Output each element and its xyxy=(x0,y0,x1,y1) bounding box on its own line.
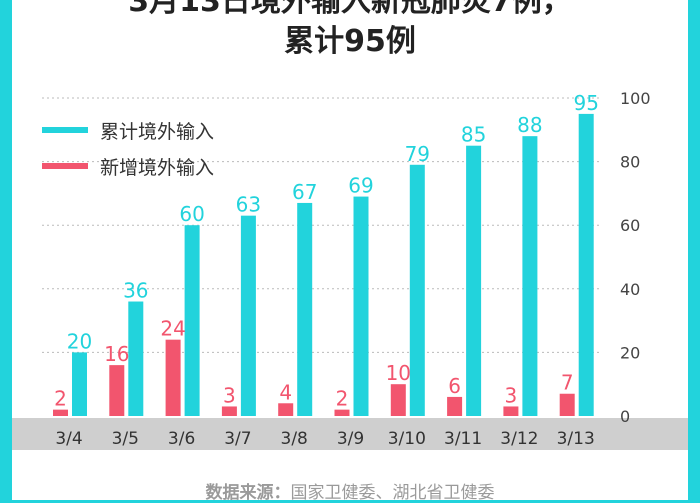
bar-cumulative xyxy=(353,196,369,416)
footer-source-text: 国家卫健委、湖北省卫健委 xyxy=(290,483,495,503)
data-label-cumulative: 95 xyxy=(573,91,598,115)
legend-item-new: 新增境外输入 xyxy=(42,148,214,184)
legend-swatch-cumulative xyxy=(42,127,88,133)
chart-title-line1: 3月13日境外输入新冠肺炎7例， xyxy=(128,0,572,19)
x-tick-label: 3/10 xyxy=(388,429,426,449)
data-label-new: 24 xyxy=(160,317,185,341)
data-label-cumulative: 79 xyxy=(405,142,430,166)
bar-new xyxy=(221,406,237,416)
x-tick-label: 3/4 xyxy=(55,429,82,449)
data-label-new: 3 xyxy=(505,383,518,407)
bar-new xyxy=(53,409,68,416)
y-tick-label: 100 xyxy=(620,89,651,108)
footer-label: 数据来源： xyxy=(205,483,291,503)
data-label-new: 7 xyxy=(561,371,574,395)
bar-cumulative xyxy=(522,136,538,416)
x-tick-label: 3/5 xyxy=(112,429,139,449)
x-tick-label: 3/11 xyxy=(444,429,482,449)
bar-new xyxy=(559,393,575,416)
data-label-cumulative: 88 xyxy=(517,113,542,137)
data-label-cumulative: 60 xyxy=(179,202,204,226)
legend: 累计境外输入 新增境外输入 xyxy=(42,112,214,184)
data-label-cumulative: 20 xyxy=(67,329,92,353)
data-label-new: 2 xyxy=(336,387,349,411)
legend-label-cumulative: 累计境外输入 xyxy=(100,120,215,143)
data-label-new: 10 xyxy=(386,361,411,385)
legend-swatch-new xyxy=(42,163,88,169)
x-axis-band xyxy=(12,418,688,450)
bar-cumulative xyxy=(72,352,87,416)
x-tick-label: 3/13 xyxy=(557,429,595,449)
bar-new xyxy=(334,409,350,416)
data-label-new: 6 xyxy=(448,374,461,398)
data-label-new: 4 xyxy=(279,380,292,404)
x-tick-label: 3/6 xyxy=(168,429,195,449)
chart-frame: 3月13日境外输入新冠肺炎7例， 累计95例 0 20 40 60 80 100 2 20 3/… xyxy=(12,0,688,503)
y-tick-label: 60 xyxy=(620,216,640,235)
x-tick-label: 3/7 xyxy=(224,429,251,449)
data-label-cumulative: 63 xyxy=(236,193,261,217)
bar-chart: 0204060801002203/416363/524603/63633/746… xyxy=(42,89,651,449)
bar-cumulative xyxy=(240,215,256,416)
bar-cumulative xyxy=(409,164,425,416)
bar-cumulative xyxy=(297,202,313,416)
legend-item-cumulative: 累计境外输入 xyxy=(42,112,214,148)
bar-new xyxy=(390,384,406,416)
legend-label-new: 新增境外输入 xyxy=(100,156,215,179)
x-tick-label: 3/9 xyxy=(337,429,364,449)
bar-new xyxy=(447,396,463,416)
data-label-cumulative: 85 xyxy=(461,123,486,147)
y-tick-label: 40 xyxy=(620,280,640,299)
data-label-new: 3 xyxy=(223,383,236,407)
y-tick-label: 80 xyxy=(620,153,640,172)
footer-source: 数据来源：国家卫健委、湖北省卫健委 xyxy=(12,478,688,503)
bar-new xyxy=(503,406,519,416)
y-tick-label: 0 xyxy=(620,407,630,426)
bar-new xyxy=(109,365,125,416)
bar-new xyxy=(165,339,181,416)
bar-cumulative xyxy=(466,145,482,416)
bar-new xyxy=(278,403,294,416)
data-label-new: 2 xyxy=(54,387,67,411)
bar-cumulative xyxy=(184,225,200,416)
bar-cumulative xyxy=(128,301,144,416)
x-tick-label: 3/12 xyxy=(500,429,538,449)
data-label-cumulative: 69 xyxy=(348,174,373,198)
chart-title-line2: 累计95例 xyxy=(284,24,416,59)
x-tick-label: 3/8 xyxy=(281,429,308,449)
bar-cumulative xyxy=(578,113,594,417)
y-tick-label: 20 xyxy=(620,343,640,362)
data-label-cumulative: 36 xyxy=(123,279,148,303)
data-label-new: 16 xyxy=(104,342,129,366)
data-label-cumulative: 67 xyxy=(292,180,317,204)
